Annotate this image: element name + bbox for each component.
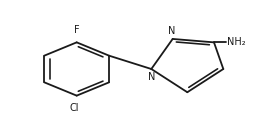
Text: N: N [168, 26, 175, 36]
Text: N: N [148, 71, 155, 82]
Text: F: F [74, 25, 80, 35]
Text: Cl: Cl [69, 103, 79, 113]
Text: NH₂: NH₂ [227, 37, 246, 47]
